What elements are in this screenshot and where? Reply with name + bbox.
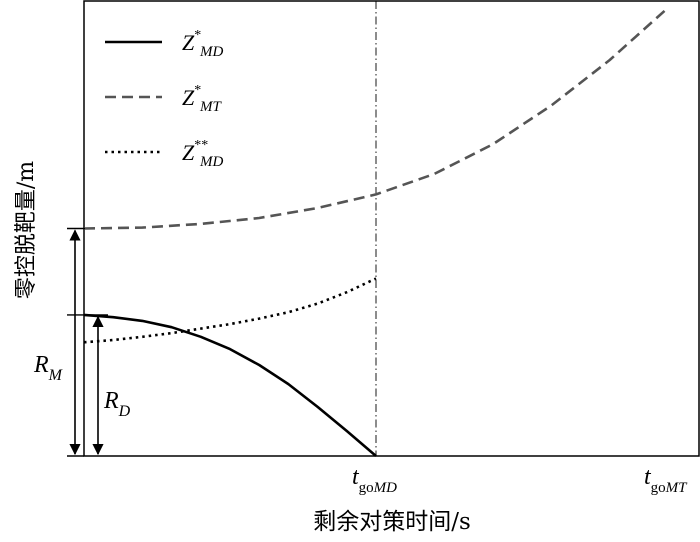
x-axis-label: 剩余对策时间/s xyxy=(313,509,471,535)
x-tick-label-1: tgoMD xyxy=(352,464,397,496)
series-line-3 xyxy=(83,277,377,344)
y-axis-label: 零控脱靶量/m xyxy=(14,161,39,299)
annotation-layer: RM RD xyxy=(33,227,131,457)
x-tick-layer: tgoMD tgoMT xyxy=(352,464,688,496)
series-line-2 xyxy=(83,6,669,230)
x-tick-label-2: tgoMT xyxy=(644,464,688,496)
annotation-label-1: RM xyxy=(33,352,64,384)
legend-label-1: Z* MD xyxy=(182,28,223,60)
plot-frame xyxy=(83,0,700,457)
series-line-1 xyxy=(83,313,377,457)
legend-label-3: Z** MD xyxy=(182,138,223,170)
legend: Z* MD Z* MT Z** MD xyxy=(105,28,223,170)
series-layer xyxy=(83,6,669,457)
annotation-label-2: RD xyxy=(103,388,131,420)
legend-label-2: Z* MT xyxy=(182,83,222,115)
